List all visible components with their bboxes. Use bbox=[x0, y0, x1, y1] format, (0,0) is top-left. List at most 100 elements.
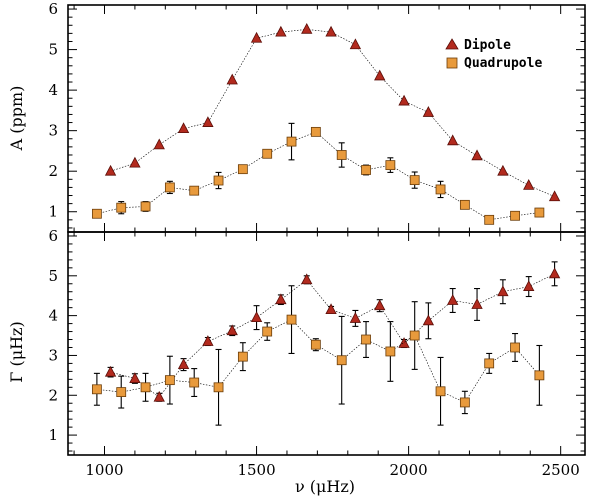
quadrupole-point bbox=[116, 387, 127, 397]
dipole-point bbox=[523, 280, 535, 291]
plot-frame bbox=[67, 231, 586, 456]
dipole-point bbox=[275, 25, 287, 37]
quadrupole-point bbox=[237, 351, 248, 362]
x-axis-label: ν (μHz) bbox=[295, 477, 355, 496]
quadrupole-point bbox=[435, 386, 446, 397]
y-tick-label: 5 bbox=[48, 41, 58, 59]
x-tick-label: 1500 bbox=[237, 461, 275, 479]
quadrupole-point bbox=[164, 375, 175, 386]
quadrupole-point bbox=[409, 175, 420, 186]
quadrupole-connector-line bbox=[96, 319, 540, 403]
y-axis-label-top: A (ppm) bbox=[7, 86, 26, 152]
dipole-point bbox=[497, 164, 509, 176]
legend-dipole-marker bbox=[445, 38, 459, 50]
dipole-point bbox=[226, 73, 238, 85]
dipole-point bbox=[422, 106, 435, 117]
y-tick-label: 6 bbox=[48, 227, 58, 245]
x-tick-label: 2500 bbox=[542, 461, 580, 479]
x-tick-label: 2000 bbox=[390, 461, 428, 479]
dipole-connector-line bbox=[110, 273, 555, 398]
legend-dipole-label: Dipole bbox=[464, 38, 511, 53]
dipole-point bbox=[250, 31, 263, 43]
dipole-point bbox=[447, 294, 459, 305]
quadrupole-point bbox=[91, 208, 102, 219]
quadrupole-point bbox=[286, 314, 297, 325]
y-tick-label: 6 bbox=[48, 0, 58, 18]
y-tick-label: 5 bbox=[48, 267, 58, 285]
quadrupole-point bbox=[459, 199, 470, 210]
dipole-point bbox=[422, 314, 435, 326]
dipole-point bbox=[374, 69, 386, 81]
dipole-point bbox=[349, 312, 362, 323]
dipole-point bbox=[104, 365, 117, 377]
quadrupole-point bbox=[262, 326, 273, 337]
dipole-point bbox=[548, 267, 561, 279]
dipole-point bbox=[325, 303, 337, 315]
y-tick-label: 1 bbox=[48, 426, 58, 444]
y-axis-label-bottom: Γ (μHz) bbox=[7, 321, 26, 382]
y-tick-label: 3 bbox=[48, 122, 58, 140]
dipole-point bbox=[202, 335, 214, 346]
y-tick-label: 3 bbox=[48, 346, 58, 364]
dipole-connector-line bbox=[110, 28, 555, 197]
dipole-point bbox=[202, 116, 214, 127]
quadrupole-point bbox=[189, 377, 200, 388]
dipole-point bbox=[226, 324, 238, 336]
y-tick-label: 2 bbox=[48, 386, 58, 404]
y-tick-label: 2 bbox=[48, 162, 58, 180]
quadrupole-connector-line bbox=[96, 131, 540, 221]
quadrupole-point bbox=[213, 382, 224, 393]
quadrupole-point bbox=[336, 355, 347, 366]
dipole-point bbox=[104, 164, 117, 176]
quadrupole-point bbox=[189, 185, 200, 196]
quadrupole-point bbox=[510, 210, 520, 221]
quadrupole-point bbox=[164, 182, 175, 193]
quadrupole-point bbox=[336, 150, 347, 160]
dipole-point bbox=[523, 179, 535, 190]
dipole-point bbox=[177, 358, 190, 370]
dipole-point bbox=[153, 138, 165, 150]
quadrupole-point bbox=[310, 339, 321, 350]
dipole-point bbox=[471, 149, 483, 161]
dipole-point bbox=[548, 190, 561, 202]
dipole-point bbox=[153, 390, 165, 402]
quadrupole-point bbox=[361, 334, 371, 345]
quadrupole-point bbox=[262, 148, 273, 159]
panel-amplitude: 1 2 3 4 5 6 bbox=[48, 0, 586, 233]
dipole-point bbox=[374, 299, 386, 311]
dipole-point bbox=[398, 337, 410, 348]
dipole-point bbox=[398, 94, 410, 106]
x-tick-label: 1000 bbox=[85, 461, 123, 479]
panel-linewidth: 1 2 3 4 5 6 1000 1500 2000 2500 bbox=[48, 227, 586, 479]
legend-quadrupole-label: Quadrupole bbox=[464, 56, 542, 71]
y-tick-label: 4 bbox=[48, 307, 58, 325]
dipole-point bbox=[325, 25, 337, 37]
y-tick-label: 4 bbox=[48, 81, 58, 99]
quadrupole-point bbox=[534, 370, 545, 381]
quadrupole-point bbox=[140, 382, 151, 393]
quadrupole-point bbox=[213, 175, 224, 186]
quadrupole-point bbox=[140, 201, 151, 212]
quadrupole-point bbox=[91, 384, 102, 395]
quadrupole-point bbox=[385, 346, 396, 357]
quadrupole-point bbox=[116, 202, 127, 213]
quadrupole-point bbox=[510, 342, 520, 353]
quadrupole-point bbox=[361, 165, 371, 175]
dipole-point bbox=[447, 134, 459, 146]
quadrupole-point bbox=[409, 330, 420, 341]
quadrupole-point bbox=[459, 397, 470, 408]
quadrupole-point bbox=[286, 136, 297, 147]
quadrupole-point bbox=[385, 160, 396, 171]
y-tick-label: 1 bbox=[48, 203, 58, 221]
dipole-point bbox=[275, 293, 287, 305]
quadrupole-point bbox=[484, 358, 495, 369]
legend: Dipole Quadrupole bbox=[445, 38, 542, 71]
quadrupole-point bbox=[484, 214, 495, 225]
dipole-point bbox=[349, 38, 362, 50]
dipole-point bbox=[497, 285, 509, 297]
dipole-point bbox=[177, 122, 190, 134]
quadrupole-point bbox=[435, 184, 446, 195]
dipole-point bbox=[129, 156, 141, 168]
quadrupole-point bbox=[534, 207, 545, 218]
